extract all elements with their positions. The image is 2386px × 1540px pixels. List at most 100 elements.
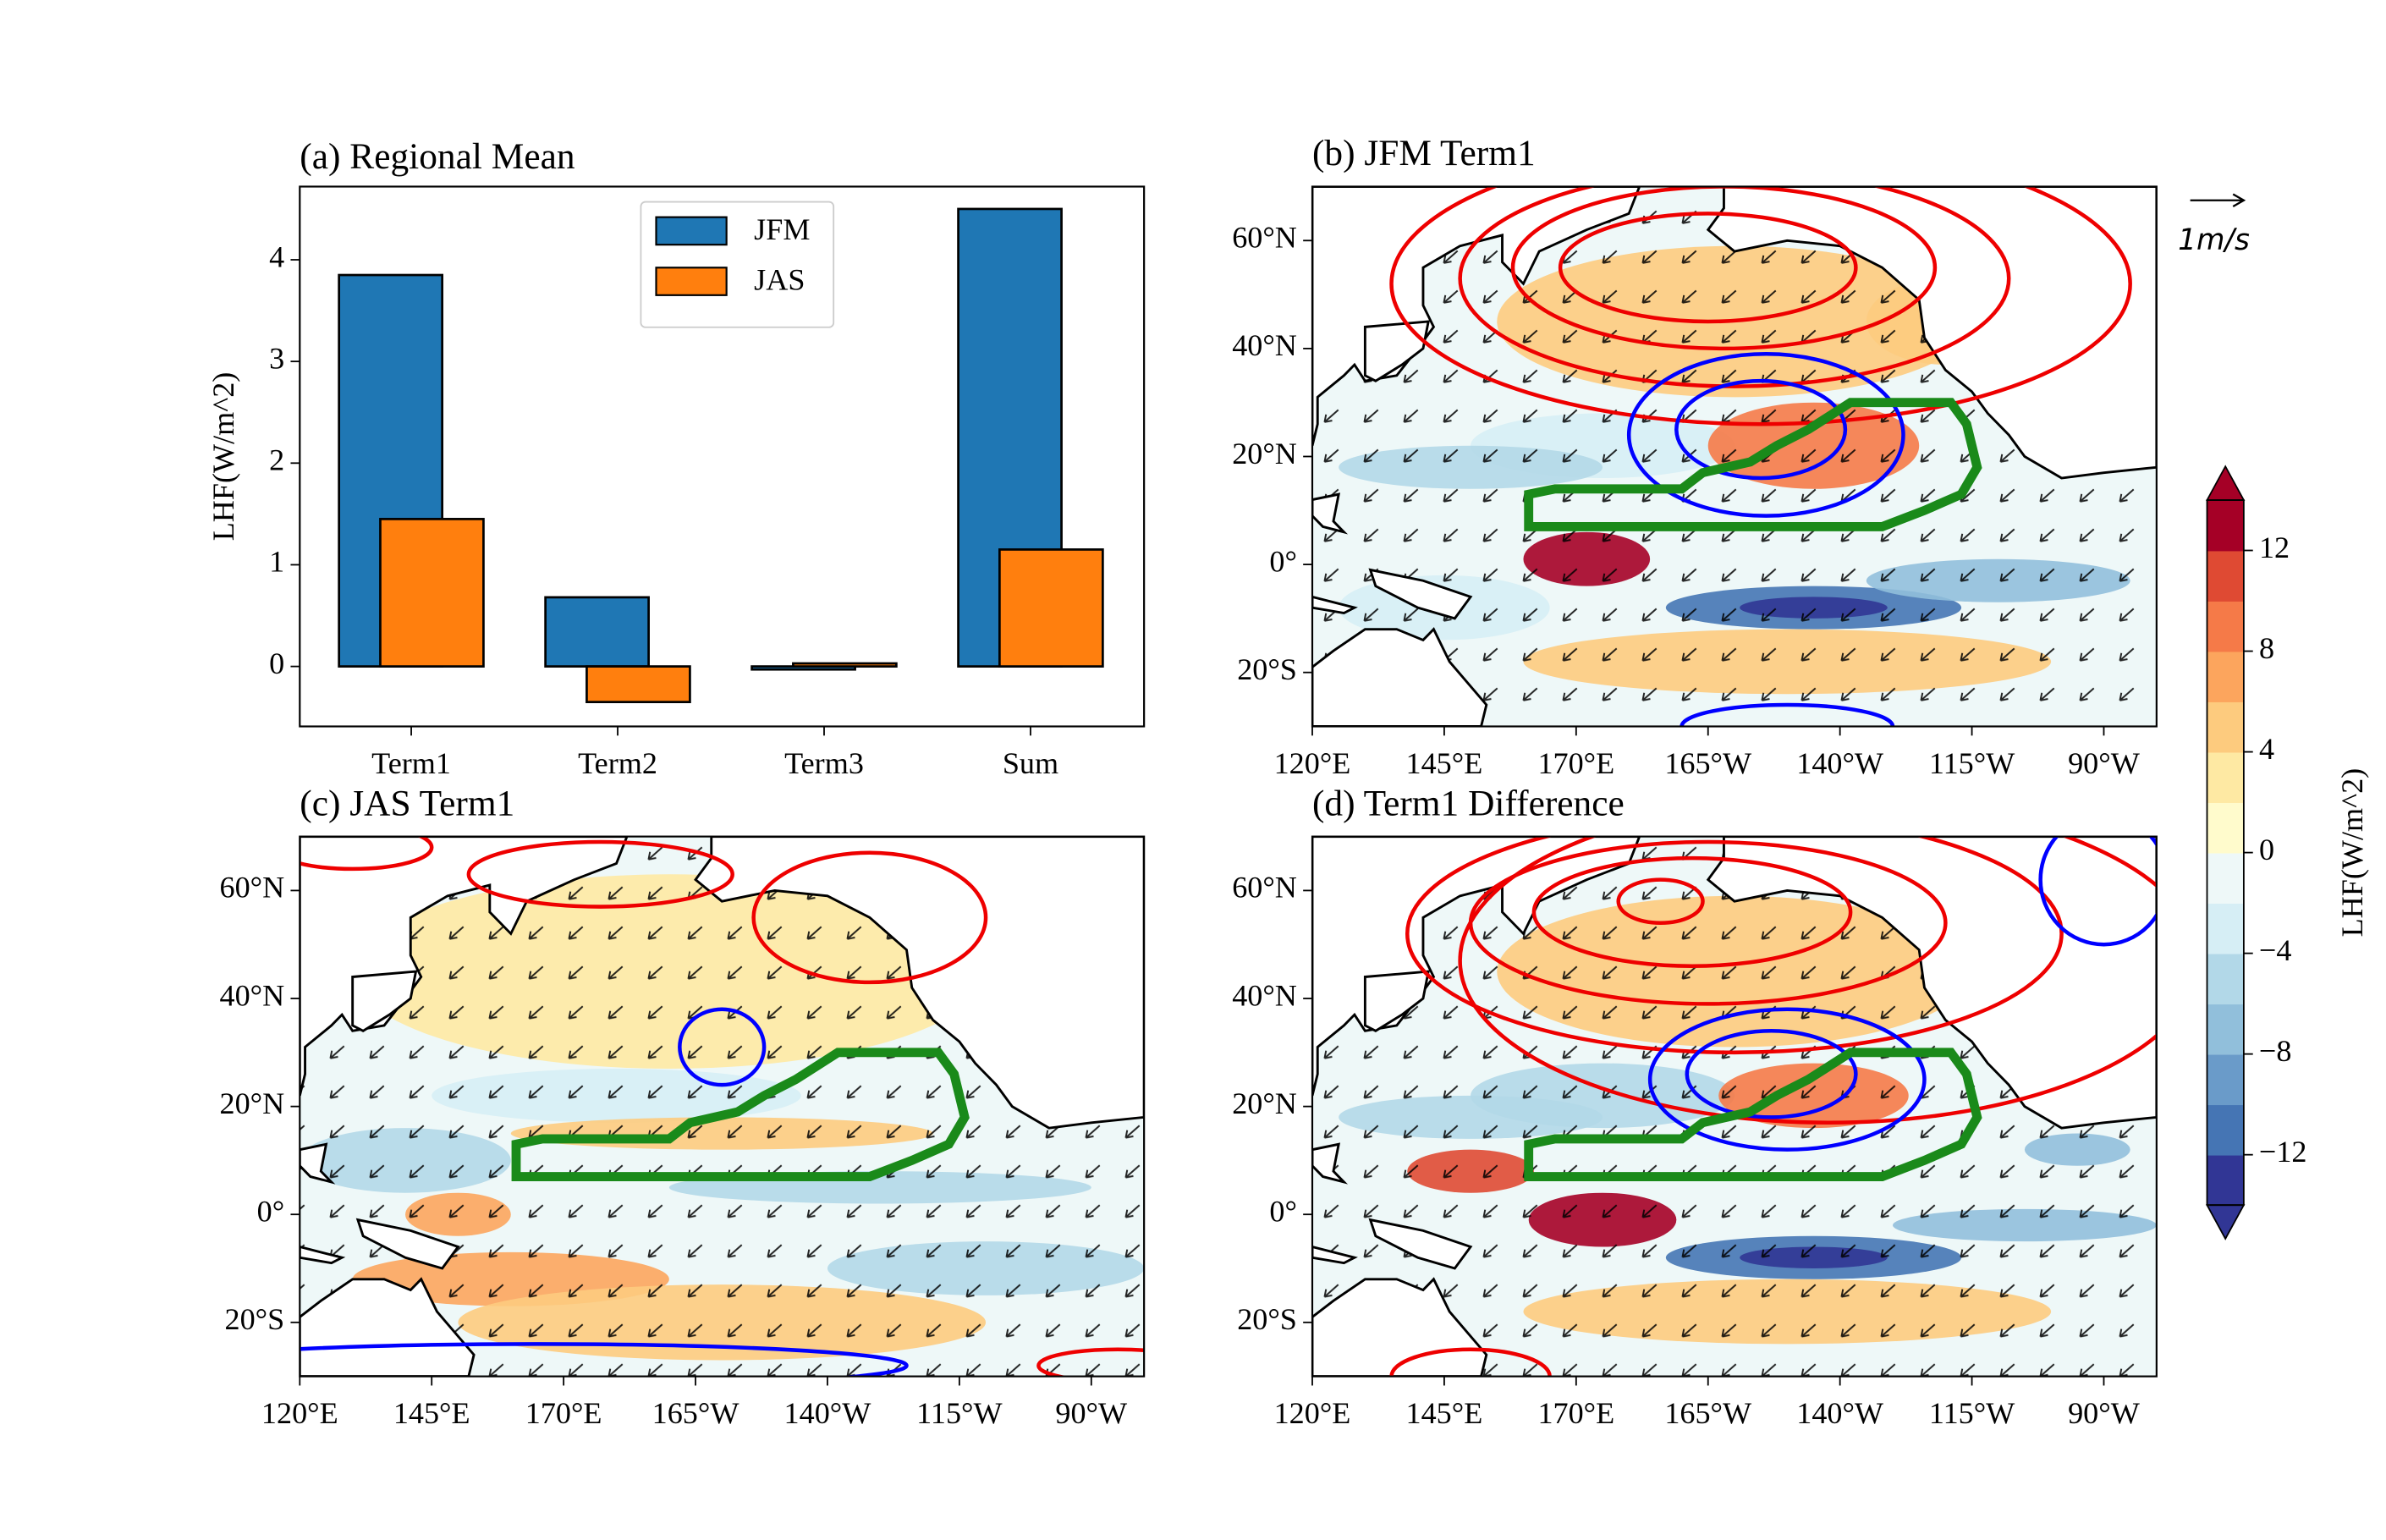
land [1312, 836, 1641, 1097]
contour [1558, 212, 1858, 324]
land [1312, 1142, 1349, 1185]
colorbar-tick-label: 4 [2259, 732, 2274, 766]
x-tick-label: 145°E [1406, 1396, 1483, 1430]
colorbar-tick-label: 0 [2259, 833, 2274, 866]
land [355, 1218, 460, 1270]
x-tick-label: 90°W [1055, 1396, 1128, 1430]
x-tick-label: 165°W [1664, 746, 1752, 780]
map-panel: (d) Term1 Difference 120°E 145°E 170°E 165°W… [1232, 783, 2158, 1430]
y-tick-label: 20°S [225, 1302, 285, 1336]
colorbar-bin [2207, 852, 2244, 905]
x-tick-label: 115°W [1929, 746, 2015, 780]
land [351, 970, 418, 1032]
land [1706, 836, 2157, 1130]
colorbar-bin [2207, 500, 2244, 552]
colorbar-tick-label: −4 [2259, 933, 2291, 967]
colorbar-tick-label: −8 [2259, 1034, 2291, 1068]
x-tick-label: 165°W [652, 1396, 740, 1430]
x-tick-label: Term3 [784, 746, 864, 780]
land [1363, 970, 1430, 1032]
contour [1674, 378, 1848, 481]
colorbar-bin [2207, 651, 2244, 702]
map-body [1312, 186, 2157, 727]
land [1363, 320, 1430, 382]
colorbar-extend [2205, 1204, 2246, 1240]
y-tick-label: 60°N [1232, 221, 1297, 255]
colorbar-bin [2207, 802, 2244, 854]
panel-title: (a) Regional Mean [300, 136, 575, 177]
y-tick-label: 0° [1269, 544, 1297, 578]
y-tick-label: 20°S [1237, 652, 1297, 686]
quiver-key-label: 1m/s [2178, 223, 2250, 257]
x-tick-label: Term1 [371, 746, 451, 780]
x-tick-label: 170°E [525, 1396, 602, 1430]
y-tick-label: 40°N [1232, 978, 1297, 1012]
contour [1405, 836, 2064, 1055]
colorbar-extend [2205, 465, 2246, 501]
land [1312, 492, 1349, 535]
contour [1036, 1347, 1145, 1377]
y-tick-label: 1 [269, 545, 284, 579]
colorbar-bin [2207, 751, 2244, 803]
x-tick-label: 170°E [1537, 1396, 1614, 1430]
x-tick-label: 120°E [1274, 1396, 1351, 1430]
panel-title: (c) JAS Term1 [300, 783, 514, 823]
contour [1626, 352, 1905, 518]
bar [544, 596, 650, 668]
contour [1616, 877, 1705, 925]
x-tick-label: 115°W [916, 1396, 1003, 1430]
y-tick-label: 20°N [220, 1086, 285, 1120]
x-tick-label: 145°E [1406, 746, 1483, 780]
legend-label: JAS [754, 263, 805, 297]
contour [300, 836, 434, 872]
land [300, 1142, 336, 1185]
bar [792, 662, 898, 668]
y-tick-label: 0° [1269, 1195, 1297, 1229]
region-box [511, 1048, 970, 1181]
colorbar-bin [2207, 550, 2244, 602]
colorbar-bin [2207, 1053, 2244, 1106]
land [694, 836, 1145, 1130]
bar [998, 548, 1104, 668]
map-panel: (b) JFM Term1 120°E 145°E 170°E 165°W 140°W 11… [1232, 133, 2250, 780]
axes-frame [1311, 185, 2158, 728]
land [1312, 595, 1358, 615]
x-tick-label: 140°W [784, 1396, 872, 1430]
legend: JFM JAS [640, 201, 835, 328]
colorbar-bin [2207, 1104, 2244, 1156]
x-tick-label: 90°W [2068, 746, 2141, 780]
land [1312, 1246, 1358, 1265]
contour [466, 839, 734, 909]
region-box [1524, 398, 1982, 531]
x-tick-label: 140°W [1796, 746, 1884, 780]
colorbar-tick-label: 8 [2259, 631, 2274, 665]
axes-frame [299, 185, 1146, 728]
panel-title: (b) JFM Term1 [1312, 133, 1536, 173]
colorbar-tick-label: −12 [2259, 1135, 2307, 1169]
y-tick-label: 3 [269, 341, 284, 375]
y-tick-label: 60°N [220, 871, 285, 905]
x-tick-label: 90°W [2068, 1396, 2141, 1430]
x-tick-label: 170°E [1537, 746, 1614, 780]
y-tick-label: 4 [269, 239, 284, 273]
map-body [1312, 836, 2157, 1377]
bar-panel: (a) Regional Mean LHF(W/m^2) 0 1 2 3 4 Term1 Ter… [206, 136, 1146, 780]
y-tick-label: 60°N [1232, 871, 1297, 905]
x-tick-label: 140°W [1796, 1396, 1884, 1430]
colorbar-bin [2207, 601, 2244, 652]
contour [1531, 855, 1853, 968]
x-tick-label: Term2 [578, 746, 657, 780]
map-panel: (c) JAS Term1 120°E 145°E 170°E 165°W 140°W 11… [220, 783, 1146, 1430]
colorbar-bin [2207, 701, 2244, 753]
x-tick-label: 120°E [261, 1396, 338, 1430]
land [1312, 627, 1488, 727]
panel-title: (d) Term1 Difference [1312, 783, 1625, 823]
contour [678, 1007, 767, 1087]
legend-label: JFM [754, 212, 810, 246]
contour [1458, 836, 2157, 1125]
region-box [1524, 1048, 1982, 1181]
x-tick-label: 145°E [393, 1396, 470, 1430]
bar [379, 518, 485, 668]
